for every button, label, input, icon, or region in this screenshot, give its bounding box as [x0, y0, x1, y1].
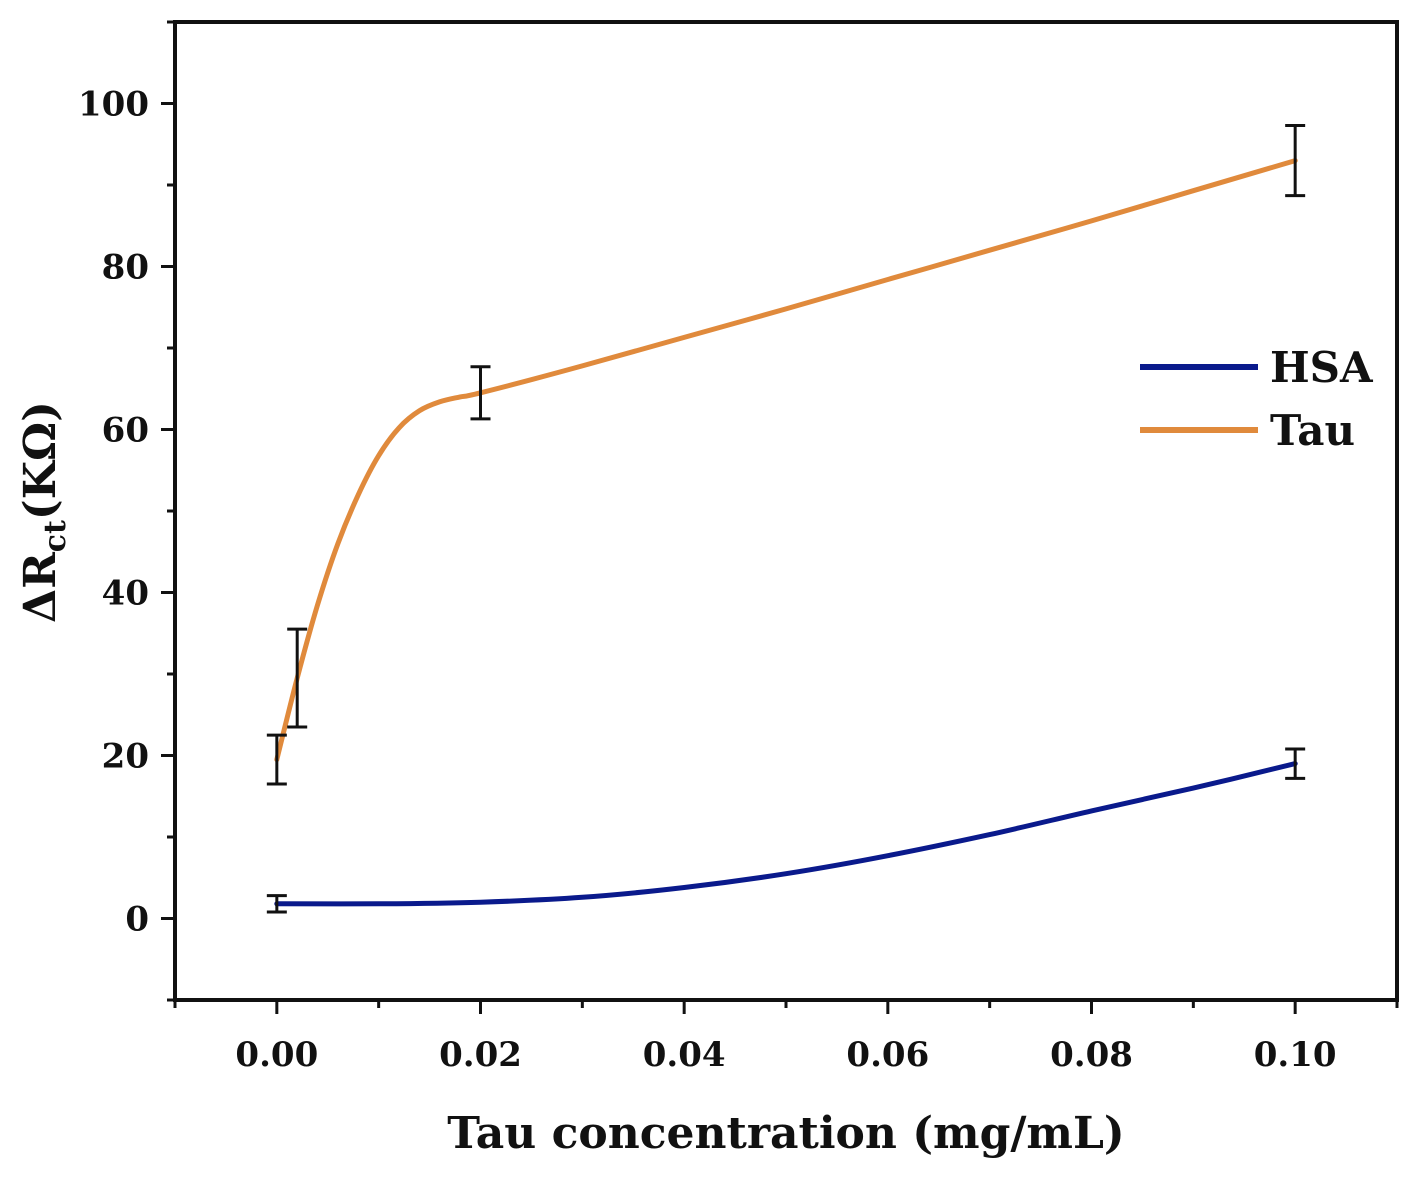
error-bar-tau — [287, 627, 308, 729]
legend: HSA Tau — [1140, 343, 1374, 455]
series-line-hsa — [274, 761, 1298, 907]
svg-text:ΔRct(KΩ): ΔRct(KΩ) — [15, 401, 73, 623]
y-axis-title-subscript: ct — [38, 520, 73, 552]
y-axis-title: ΔRct(KΩ) — [15, 401, 73, 623]
y-tick-label: 60 — [102, 411, 149, 451]
y-tick-label: 0 — [125, 900, 149, 940]
error-bar-hsa — [266, 894, 287, 914]
error-bar-tau — [1285, 124, 1306, 198]
x-tick-label: 0.04 — [643, 1035, 726, 1075]
legend-label-tau: Tau — [1270, 406, 1355, 455]
y-tick-label: 40 — [102, 574, 149, 614]
x-tick-label: 0.06 — [846, 1035, 929, 1075]
y-tick-label: 100 — [78, 85, 149, 125]
plot-frame — [173, 20, 1399, 1002]
y-axis-title-main: ΔR — [15, 552, 66, 623]
error-bar-tau — [266, 733, 287, 786]
x-tick-label: 0.00 — [235, 1035, 318, 1075]
y-axis-title-unit: (KΩ) — [15, 401, 66, 520]
y-tick-label: 80 — [102, 248, 149, 288]
series-layer — [274, 158, 1298, 907]
errorbar-layer — [266, 124, 1306, 914]
y-axis-ticks: 0 20 40 60 80 100 — [78, 20, 175, 1002]
x-axis-ticks: 0.00 0.02 0.04 0.06 0.08 0.10 — [173, 1000, 1399, 1075]
x-axis-title: Tau concentration (mg/mL) — [447, 1108, 1125, 1159]
error-bar-tau — [470, 365, 491, 421]
legend-label-hsa: HSA — [1270, 343, 1374, 392]
error-bar-hsa — [1285, 747, 1306, 780]
y-tick-label: 20 — [102, 737, 149, 777]
series-line-tau — [274, 158, 1298, 763]
x-tick-label: 0.02 — [439, 1035, 522, 1075]
x-tick-label: 0.10 — [1254, 1035, 1337, 1075]
x-tick-label: 0.08 — [1050, 1035, 1133, 1075]
